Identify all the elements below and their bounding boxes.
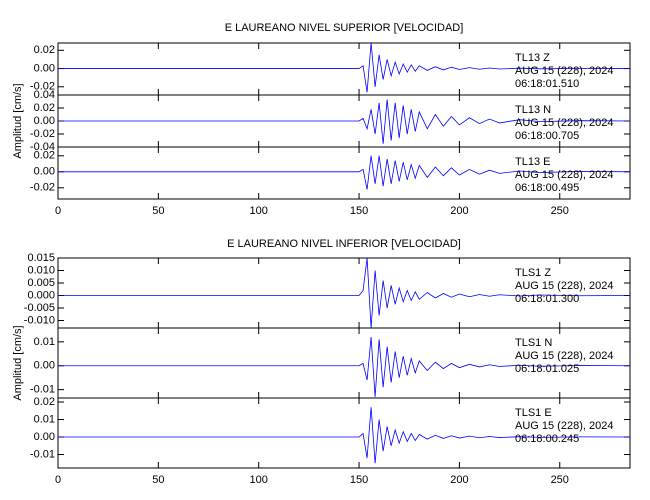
y-tick-label: 0.00 — [34, 115, 55, 127]
waveform — [58, 407, 631, 464]
y-tick-label: 0.02 — [34, 150, 55, 162]
y-tick-label: 0.00 — [34, 166, 55, 178]
y-tick-label: -0.01 — [30, 448, 55, 460]
time-label: 06:18:00.705 — [515, 130, 579, 142]
y-tick-label: -0.005 — [24, 302, 55, 314]
y-tick-label: 0.04 — [34, 89, 55, 101]
date-label: AUG 15 (228), 2024 — [515, 65, 613, 77]
x-tick-label: 50 — [152, 474, 164, 486]
station-label: TLS1 E — [515, 407, 552, 419]
date-label: AUG 15 (228), 2024 — [515, 169, 613, 181]
y-tick-label: -0.04 — [30, 141, 55, 153]
x-tick-label: 250 — [551, 474, 569, 486]
time-label: 06:18:01.300 — [515, 293, 579, 305]
waveform — [58, 99, 631, 144]
station-label: TL13 N — [515, 104, 551, 116]
y-tick-label: 0.00 — [34, 360, 55, 372]
date-label: AUG 15 (228), 2024 — [515, 420, 613, 432]
time-label: 06:18:00.245 — [515, 433, 579, 445]
y-tick-label: -0.01 — [30, 384, 55, 396]
waveform — [58, 42, 631, 93]
y-tick-label: 0.010 — [27, 264, 55, 276]
y-tick-label: 0.01 — [34, 336, 55, 348]
y-tick-label: -0.02 — [30, 128, 55, 140]
x-tick-label: 200 — [450, 474, 468, 486]
y-tick-label: 0.00 — [34, 431, 55, 443]
time-label: 06:18:00.495 — [515, 182, 579, 194]
x-tick-label: 0 — [55, 205, 61, 217]
y-axis-label: Amplitud [cm/s] — [12, 325, 24, 400]
date-label: AUG 15 (228), 2024 — [515, 117, 613, 129]
x-tick-label: 100 — [250, 474, 268, 486]
panel-frame — [57, 397, 631, 469]
y-tick-label: 0.01 — [34, 413, 55, 425]
y-tick-label: 0.000 — [27, 289, 55, 301]
y-tick-label: 0.02 — [34, 396, 55, 408]
chart-title: E LAUREANO NIVEL SUPERIOR [VELOCIDAD] — [225, 22, 464, 34]
x-tick-label: 150 — [350, 205, 368, 217]
waveform — [58, 155, 631, 190]
x-tick-label: 200 — [450, 205, 468, 217]
station-label: TL13 Z — [515, 52, 550, 64]
waveform — [58, 337, 631, 397]
panel-frame — [57, 146, 631, 200]
x-tick-label: 0 — [55, 474, 61, 486]
y-axis-label: Amplitud [cm/s] — [12, 83, 24, 158]
x-tick-label: 100 — [250, 205, 268, 217]
y-tick-label: 0.015 — [27, 252, 55, 264]
y-tick-label: 0.005 — [27, 277, 55, 289]
x-tick-label: 50 — [152, 205, 164, 217]
x-tick-label: 250 — [551, 205, 569, 217]
y-tick-label: 0.00 — [34, 62, 55, 74]
date-label: AUG 15 (228), 2024 — [515, 280, 613, 292]
station-label: TL13 E — [515, 156, 550, 168]
station-label: TLS1 N — [515, 337, 552, 349]
y-tick-label: -0.010 — [24, 314, 55, 326]
y-tick-label: 0.02 — [34, 44, 55, 56]
y-tick-label: -0.02 — [30, 81, 55, 93]
y-tick-label: 0.02 — [34, 102, 55, 114]
time-label: 06:18:01.510 — [515, 78, 579, 90]
time-label: 06:18:01.025 — [515, 363, 579, 375]
x-tick-label: 150 — [350, 474, 368, 486]
station-label: TLS1 Z — [515, 267, 551, 279]
y-tick-label: -0.02 — [30, 182, 55, 194]
chart-title: E LAUREANO NIVEL INFERIOR [VELOCIDAD] — [227, 238, 461, 250]
date-label: AUG 15 (228), 2024 — [515, 350, 613, 362]
